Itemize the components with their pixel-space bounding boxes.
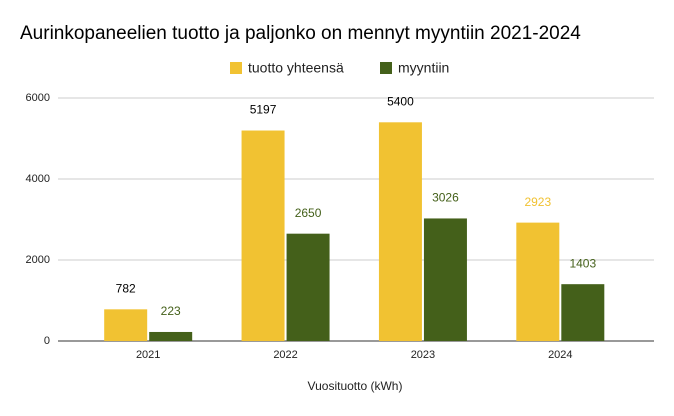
- value-label: 2923: [524, 195, 551, 209]
- chart-title: Aurinkopaneelien tuotto ja paljonko on m…: [20, 23, 581, 44]
- value-label: 5400: [387, 94, 414, 108]
- bar: [149, 331, 193, 341]
- bar: [241, 130, 285, 341]
- bar: [378, 122, 422, 341]
- legend-label: myyntiin: [398, 60, 449, 76]
- x-tick-label: 2022: [273, 349, 297, 361]
- legend-swatch: [230, 62, 242, 74]
- y-tick-label: 0: [44, 335, 50, 347]
- value-label: 3026: [432, 191, 459, 205]
- bar: [104, 309, 148, 341]
- bar: [423, 218, 467, 341]
- value-label: 1403: [569, 256, 596, 270]
- bar: [286, 233, 330, 341]
- value-label: 2650: [295, 206, 322, 220]
- value-label: 5197: [250, 103, 277, 117]
- x-axis-title: Vuosituotto (kWh): [308, 379, 403, 393]
- x-tick-label: 2023: [411, 349, 435, 361]
- bar: [516, 222, 560, 341]
- value-label: 782: [116, 282, 136, 296]
- x-tick-label: 2021: [136, 349, 160, 361]
- y-tick-label: 4000: [26, 173, 50, 185]
- y-tick-label: 2000: [26, 254, 50, 266]
- x-tick-label: 2024: [548, 349, 572, 361]
- bar: [561, 284, 605, 341]
- legend-swatch: [380, 62, 392, 74]
- y-tick-label: 6000: [26, 92, 50, 104]
- legend-label: tuotto yhteensä: [248, 60, 344, 76]
- value-label: 223: [161, 304, 181, 318]
